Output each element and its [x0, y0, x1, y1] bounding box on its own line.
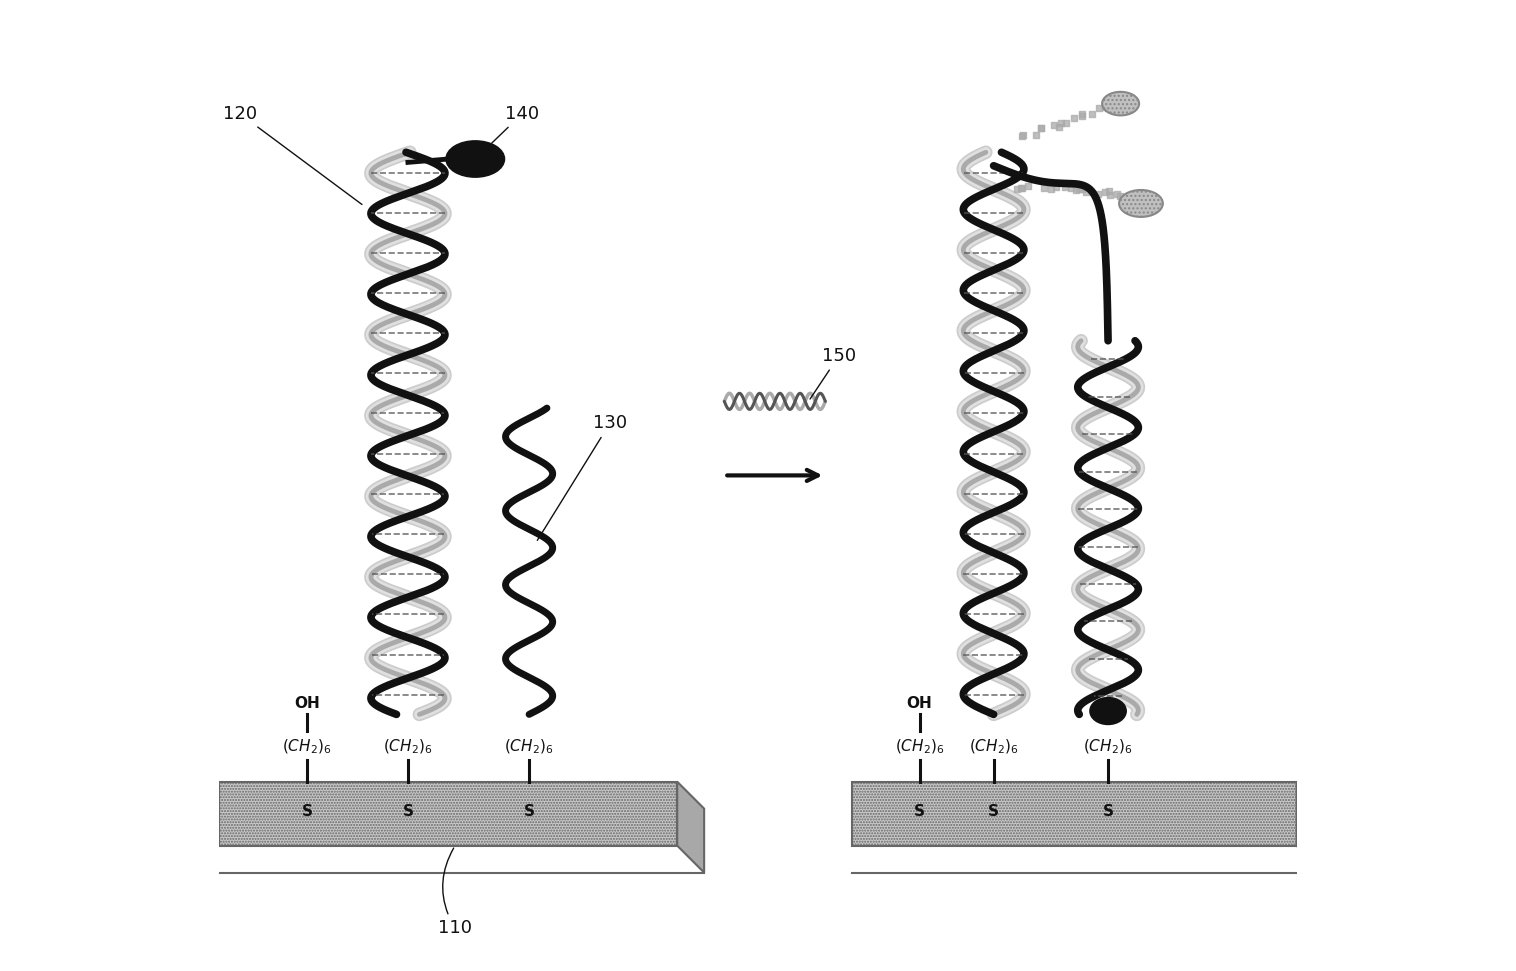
Point: [1093, 99, 1117, 115]
Polygon shape: [852, 782, 1296, 846]
Text: S: S: [914, 805, 925, 820]
Text: $(CH_2)_6$: $(CH_2)_6$: [1084, 738, 1132, 756]
Point: [1010, 128, 1034, 144]
Point: [1029, 120, 1054, 136]
Text: OH: OH: [907, 696, 932, 711]
Point: [1129, 196, 1154, 212]
Text: S: S: [402, 805, 414, 820]
Point: [1064, 182, 1088, 197]
Point: [1093, 184, 1117, 200]
Polygon shape: [1296, 782, 1323, 873]
Text: S: S: [988, 805, 999, 820]
Point: [1023, 127, 1048, 143]
Text: 130: 130: [537, 415, 628, 540]
Text: 120: 120: [223, 105, 362, 205]
Point: [1079, 107, 1104, 122]
Text: S: S: [302, 805, 312, 820]
Point: [1054, 116, 1078, 131]
Text: $(CH_2)_6$: $(CH_2)_6$: [282, 738, 332, 756]
Polygon shape: [678, 782, 703, 873]
Point: [1070, 182, 1095, 197]
Text: 140: 140: [478, 105, 540, 157]
Point: [1108, 187, 1132, 203]
Text: $(CH_2)_6$: $(CH_2)_6$: [384, 738, 432, 756]
Text: $(CH_2)_6$: $(CH_2)_6$: [505, 738, 553, 756]
Text: 150: 150: [810, 347, 857, 399]
Point: [1010, 180, 1034, 195]
Point: [1041, 117, 1066, 133]
Ellipse shape: [1119, 190, 1163, 217]
Point: [1098, 184, 1122, 199]
Ellipse shape: [447, 142, 503, 177]
Text: $(CH_2)_6$: $(CH_2)_6$: [894, 738, 944, 756]
Ellipse shape: [1090, 698, 1125, 723]
Point: [1011, 127, 1035, 143]
Point: [1096, 100, 1120, 116]
Point: [1028, 120, 1052, 136]
Point: [1049, 116, 1073, 131]
Point: [1107, 95, 1131, 111]
Point: [1054, 180, 1078, 195]
Point: [1005, 181, 1029, 196]
Point: [1060, 181, 1084, 196]
Point: [1085, 186, 1110, 202]
Point: [1063, 111, 1087, 126]
Text: OH: OH: [294, 696, 320, 711]
Point: [1043, 180, 1067, 195]
Text: 110: 110: [438, 848, 471, 937]
Point: [1070, 107, 1095, 122]
Point: [1125, 191, 1149, 207]
Point: [1119, 189, 1143, 205]
Point: [1067, 181, 1092, 196]
Point: [1010, 181, 1034, 196]
Point: [1046, 118, 1070, 134]
Point: [1108, 96, 1132, 112]
Point: [1032, 180, 1057, 195]
Point: [1105, 186, 1129, 202]
Point: [1016, 178, 1040, 193]
Point: [1087, 101, 1111, 117]
Text: $(CH_2)_6$: $(CH_2)_6$: [969, 738, 1019, 756]
Polygon shape: [220, 782, 678, 846]
Point: [1098, 186, 1122, 202]
Point: [1070, 109, 1095, 124]
Point: [1038, 181, 1063, 196]
Text: S: S: [1102, 805, 1114, 820]
Point: [1075, 184, 1099, 200]
Ellipse shape: [1102, 92, 1139, 116]
Text: S: S: [523, 805, 535, 820]
